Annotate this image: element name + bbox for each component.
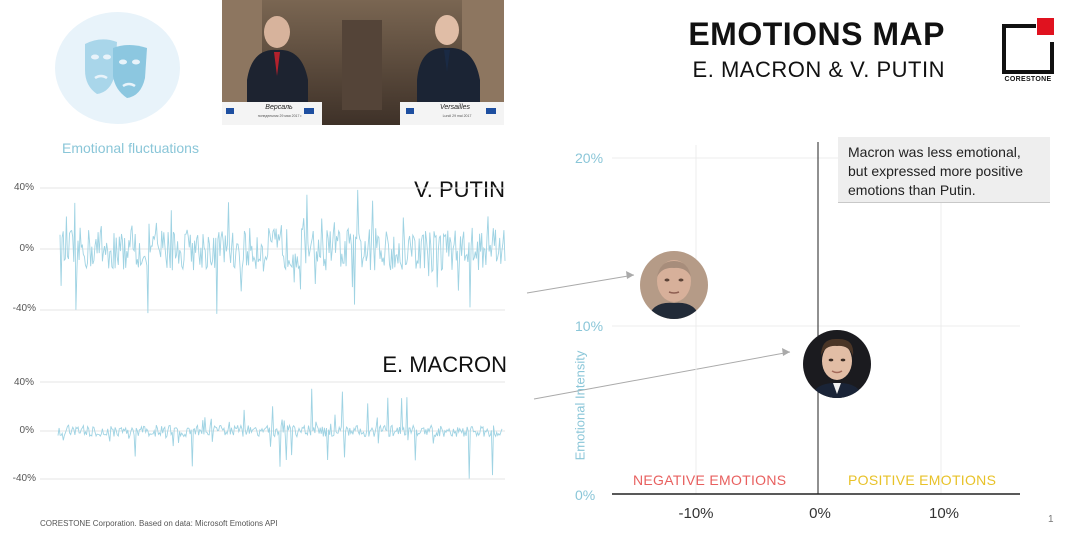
macron-point (803, 330, 871, 398)
photo-caption-right: Versailles (439, 104, 471, 111)
photo-caption-left: Версаль (265, 104, 293, 111)
positive-emotions-label: POSITIVE EMOTIONS (848, 472, 997, 488)
putin-point (640, 251, 708, 319)
logo-text: CORESTONE (1004, 76, 1052, 83)
putin-series-label: V. PUTIN (414, 177, 505, 202)
x-tick-pos10: 10% (928, 505, 960, 522)
photo-subcaption-right: Lundi 29 mai 2017 (442, 114, 472, 118)
putin-tick-bottom: -40% (12, 303, 36, 314)
fluctuations-title: Emotional fluctuations (62, 140, 199, 156)
y-tick-20: 20% (575, 150, 604, 166)
page-title: EMOTIONS MAP (688, 16, 945, 52)
putin-fluctuation-line (59, 189, 506, 314)
macron-tick-mid: 0% (19, 425, 34, 436)
x-tick-0: 0% (809, 505, 831, 522)
putin-tick-top: 40% (13, 182, 34, 193)
macron-connector-line (533, 351, 791, 400)
theater-mask-badge (55, 12, 180, 124)
macron-tick-top: 40% (13, 377, 34, 388)
y-axis-label: Emotional Intensity (572, 350, 588, 461)
footer-source: CORESTONE Corporation. Based on data: Mi… (40, 519, 278, 528)
photo-subcaption-left: понедельник 29 мая 2017 г. (257, 114, 303, 118)
theater-masks-icon (85, 39, 147, 98)
macron-series-label: E. MACRON (382, 352, 507, 377)
negative-emotions-label: NEGATIVE EMOTIONS (633, 472, 787, 488)
corestone-logo (1000, 18, 1055, 88)
macron-tick-bottom: -40% (12, 473, 36, 484)
putin-portrait-icon (640, 251, 708, 319)
page-subtitle: E. MACRON & V. PUTIN (692, 57, 945, 82)
corestone-logo-icon (1002, 18, 1054, 74)
macron-portrait-icon (803, 330, 871, 398)
page-number: 1 (1048, 514, 1054, 525)
x-tick-neg10: -10% (678, 505, 714, 522)
macron-fluctuation-line (57, 388, 503, 479)
putin-tick-mid: 0% (19, 243, 34, 254)
y-tick-10: 10% (575, 318, 604, 334)
y-tick-0: 0% (575, 487, 596, 503)
annotation-callout: Macron was less emotional, but expressed… (838, 137, 1050, 203)
macron-arrowhead (782, 348, 790, 356)
putin-connector-line (526, 274, 635, 294)
putin-arrowhead (626, 271, 634, 279)
press-conference-photo: Версаль понедельник 29 мая 2017 г. Versa… (222, 0, 504, 125)
